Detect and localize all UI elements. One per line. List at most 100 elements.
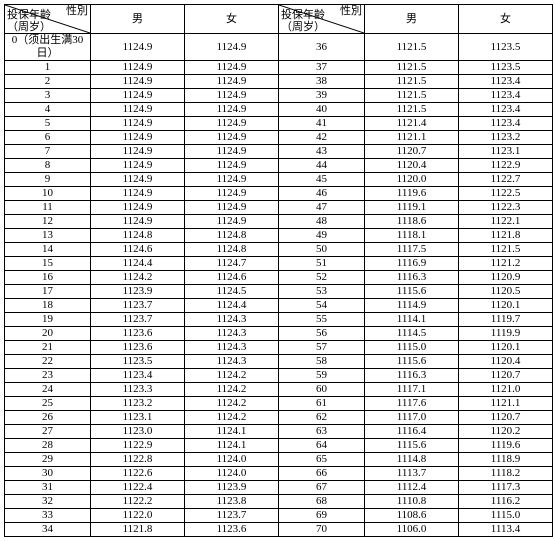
cell-mR: 1121.5 xyxy=(365,103,459,117)
cell-ageR: 43 xyxy=(279,145,365,159)
cell-ageL: 10 xyxy=(5,187,91,201)
cell-ageR: 64 xyxy=(279,439,365,453)
cell-ageR: 50 xyxy=(279,243,365,257)
cell-mL: 1124.9 xyxy=(91,201,185,215)
table-row: 221123.51124.3581115.61120.4 xyxy=(5,355,553,369)
cell-ageR: 49 xyxy=(279,229,365,243)
table-row: 321122.21123.8681110.81116.2 xyxy=(5,495,553,509)
cell-fR: 1123.5 xyxy=(459,61,553,75)
cell-fR: 1120.7 xyxy=(459,411,553,425)
cell-fL: 1124.9 xyxy=(185,145,279,159)
cell-fL: 1124.9 xyxy=(185,215,279,229)
cell-mL: 1124.9 xyxy=(91,159,185,173)
cell-mR: 1114.5 xyxy=(365,327,459,341)
cell-fR: 1120.7 xyxy=(459,369,553,383)
cell-mL: 1122.6 xyxy=(91,467,185,481)
table-row: 331122.01123.7691108.61115.0 xyxy=(5,509,553,523)
cell-ageL: 1 xyxy=(5,61,91,75)
diag-top-label: 性別 xyxy=(66,5,88,18)
cell-fL: 1124.4 xyxy=(185,299,279,313)
cell-ageR: 42 xyxy=(279,131,365,145)
table-row: 31124.91124.9391121.51123.4 xyxy=(5,89,553,103)
table-row: 91124.91124.9451120.01122.7 xyxy=(5,173,553,187)
cell-ageR: 59 xyxy=(279,369,365,383)
cell-mR: 1115.6 xyxy=(365,285,459,299)
cell-ageR: 37 xyxy=(279,61,365,75)
cell-mR: 1112.4 xyxy=(365,481,459,495)
cell-fR: 1122.9 xyxy=(459,159,553,173)
cell-mR: 1113.7 xyxy=(365,467,459,481)
table-row: 41124.91124.9401121.51123.4 xyxy=(5,103,553,117)
cell-ageL: 28 xyxy=(5,439,91,453)
cell-mR: 1108.6 xyxy=(365,509,459,523)
cell-ageL: 7 xyxy=(5,145,91,159)
cell-fR: 1118.9 xyxy=(459,453,553,467)
cell-ageL: 30 xyxy=(5,467,91,481)
cell-fR: 1116.2 xyxy=(459,495,553,509)
diag-header-right: 性別 投保年齡（周岁） xyxy=(279,5,365,34)
table-row: 71124.91124.9431120.71123.1 xyxy=(5,145,553,159)
table-row: 101124.91124.9461119.61122.5 xyxy=(5,187,553,201)
table-row: 231123.41124.2591116.31120.7 xyxy=(5,369,553,383)
cell-mR: 1106.0 xyxy=(365,523,459,537)
cell-fL: 1124.2 xyxy=(185,397,279,411)
cell-mL: 1122.2 xyxy=(91,495,185,509)
cell-mR: 1121.1 xyxy=(365,131,459,145)
cell-fL: 1124.2 xyxy=(185,383,279,397)
cell-ageR: 52 xyxy=(279,271,365,285)
table-row: 301122.61124.0661113.71118.2 xyxy=(5,467,553,481)
cell-fR: 1122.1 xyxy=(459,215,553,229)
cell-fR: 1117.3 xyxy=(459,481,553,495)
cell-ageR: 44 xyxy=(279,159,365,173)
table-row: 271123.01124.1631116.41120.2 xyxy=(5,425,553,439)
cell-fL: 1124.8 xyxy=(185,229,279,243)
table-row: 0（须出生满30日）1124.91124.9361121.51123.5 xyxy=(5,34,553,61)
cell-fR: 1120.5 xyxy=(459,285,553,299)
cell-fL: 1123.9 xyxy=(185,481,279,495)
diag-header-left: 性別 投保年齡（周岁） xyxy=(5,5,91,34)
cell-fR: 1121.2 xyxy=(459,257,553,271)
cell-fR: 1113.4 xyxy=(459,523,553,537)
table-body: 0（须出生满30日）1124.91124.9361121.51123.51112… xyxy=(5,34,553,537)
cell-mR: 1121.5 xyxy=(365,75,459,89)
cell-ageL: 15 xyxy=(5,257,91,271)
cell-mR: 1117.1 xyxy=(365,383,459,397)
cell-fL: 1124.9 xyxy=(185,187,279,201)
cell-mR: 1121.5 xyxy=(365,61,459,75)
cell-ageR: 46 xyxy=(279,187,365,201)
cell-mL: 1121.8 xyxy=(91,523,185,537)
table-row: 151124.41124.7511116.91121.2 xyxy=(5,257,553,271)
cell-mL: 1124.4 xyxy=(91,257,185,271)
cell-mL: 1124.9 xyxy=(91,34,185,61)
cell-fR: 1120.1 xyxy=(459,299,553,313)
table-row: 251123.21124.2611117.61121.1 xyxy=(5,397,553,411)
cell-ageR: 70 xyxy=(279,523,365,537)
cell-mL: 1124.2 xyxy=(91,271,185,285)
table-row: 291122.81124.0651114.81118.9 xyxy=(5,453,553,467)
cell-fR: 1123.5 xyxy=(459,34,553,61)
cell-ageL: 27 xyxy=(5,425,91,439)
cell-ageL: 17 xyxy=(5,285,91,299)
cell-mL: 1124.9 xyxy=(91,103,185,117)
cell-mL: 1124.9 xyxy=(91,187,185,201)
table-row: 111124.91124.9471119.11122.3 xyxy=(5,201,553,215)
cell-fL: 1123.7 xyxy=(185,509,279,523)
table-row: 51124.91124.9411121.41123.4 xyxy=(5,117,553,131)
cell-mR: 1118.1 xyxy=(365,229,459,243)
cell-fR: 1121.5 xyxy=(459,243,553,257)
cell-ageL: 31 xyxy=(5,481,91,495)
cell-mR: 1120.0 xyxy=(365,173,459,187)
cell-ageR: 48 xyxy=(279,215,365,229)
diag-top-label: 性別 xyxy=(340,5,362,18)
cell-mL: 1124.9 xyxy=(91,215,185,229)
cell-ageL: 9 xyxy=(5,173,91,187)
cell-mR: 1114.9 xyxy=(365,299,459,313)
cell-ageL: 3 xyxy=(5,89,91,103)
table-row: 241123.31124.2601117.11121.0 xyxy=(5,383,553,397)
col-female-right: 女 xyxy=(459,5,553,34)
cell-fR: 1120.4 xyxy=(459,355,553,369)
cell-ageL: 22 xyxy=(5,355,91,369)
cell-mL: 1124.9 xyxy=(91,61,185,75)
cell-mL: 1123.9 xyxy=(91,285,185,299)
cell-mL: 1122.9 xyxy=(91,439,185,453)
